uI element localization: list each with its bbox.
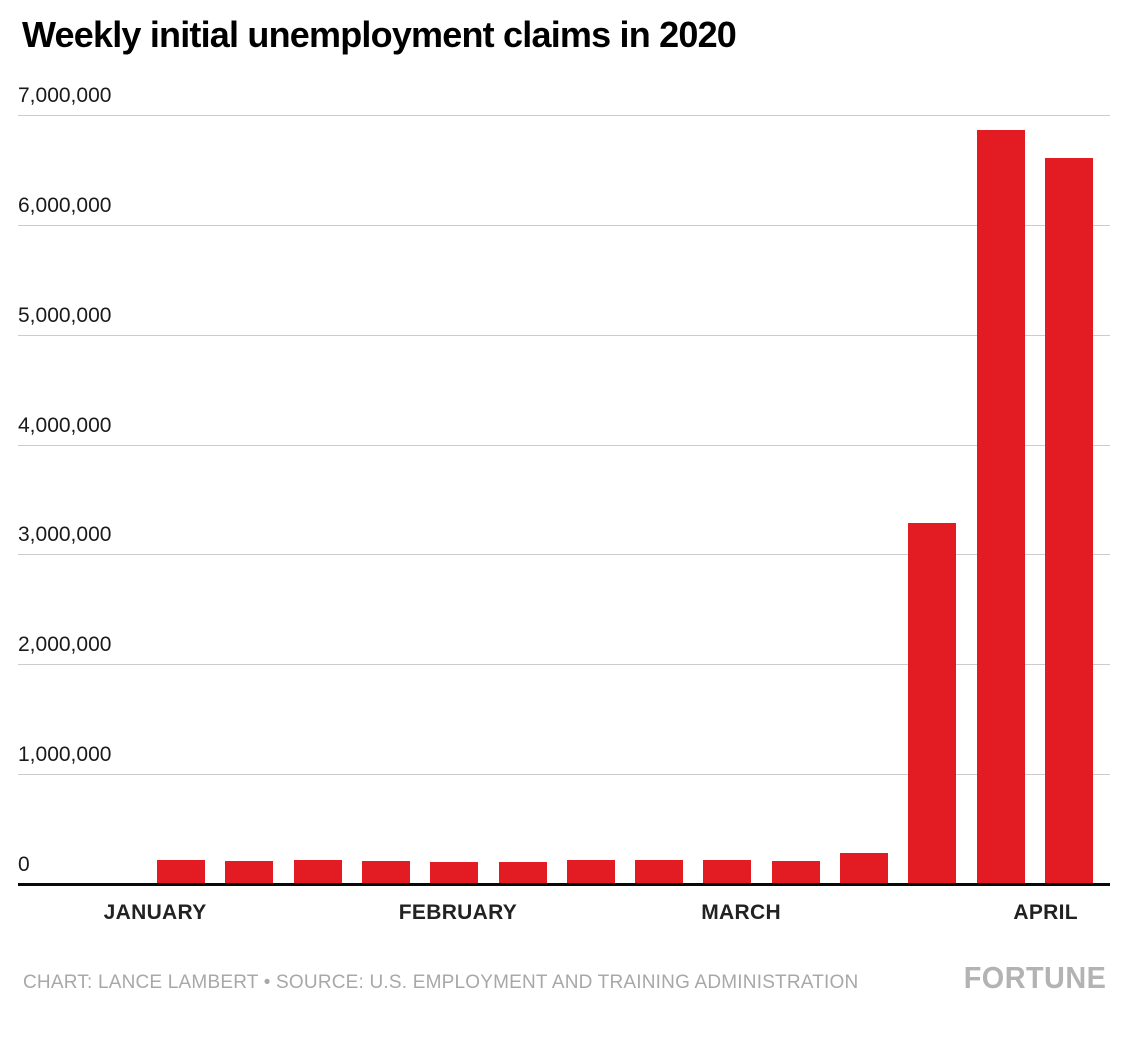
y-axis-tick-label: 2,000,000 bbox=[18, 633, 112, 657]
chart-credit: CHART: LANCE LAMBERT • SOURCE: U.S. EMPL… bbox=[23, 972, 859, 993]
y-axis-tick-label: 7,000,000 bbox=[18, 84, 112, 107]
x-axis-month-label: FEBRUARY bbox=[398, 901, 518, 924]
x-axis-baseline bbox=[18, 883, 1110, 886]
x-axis-month-label: APRIL bbox=[1013, 901, 1078, 924]
bar bbox=[566, 860, 615, 884]
bar bbox=[840, 853, 888, 884]
y-axis-tick-label: 6,000,000 bbox=[18, 193, 112, 217]
fortune-logo: FORTUNE bbox=[963, 960, 1106, 995]
gridline bbox=[18, 224, 1110, 226]
y-axis-tick-label: 5,000,000 bbox=[18, 303, 112, 327]
bar bbox=[703, 860, 752, 884]
gridline bbox=[18, 664, 1110, 666]
gridline bbox=[18, 444, 1110, 446]
gridline bbox=[18, 554, 1110, 556]
bar bbox=[908, 523, 957, 884]
gridline bbox=[18, 774, 1110, 776]
y-axis-tick-label: 0 bbox=[18, 853, 30, 876]
x-axis-month-label: JANUARY bbox=[103, 901, 207, 924]
bar bbox=[157, 860, 206, 884]
bar bbox=[293, 859, 342, 884]
bar bbox=[430, 861, 479, 884]
gridline bbox=[18, 334, 1110, 336]
bar bbox=[225, 861, 274, 884]
bar bbox=[635, 859, 684, 884]
y-axis-tick-label: 1,000,000 bbox=[18, 743, 112, 767]
gridline bbox=[18, 115, 1110, 116]
x-axis-month-label: MARCH bbox=[701, 901, 781, 924]
y-axis-tick-label: 3,000,000 bbox=[18, 523, 112, 547]
chart-title: Weekly initial unemployment claims in 20… bbox=[22, 14, 737, 55]
bar bbox=[362, 860, 410, 884]
bar bbox=[498, 861, 547, 884]
y-axis-tick-label: 4,000,000 bbox=[18, 413, 112, 437]
bar bbox=[976, 129, 1025, 884]
bar bbox=[1044, 158, 1093, 884]
bar bbox=[771, 860, 820, 884]
